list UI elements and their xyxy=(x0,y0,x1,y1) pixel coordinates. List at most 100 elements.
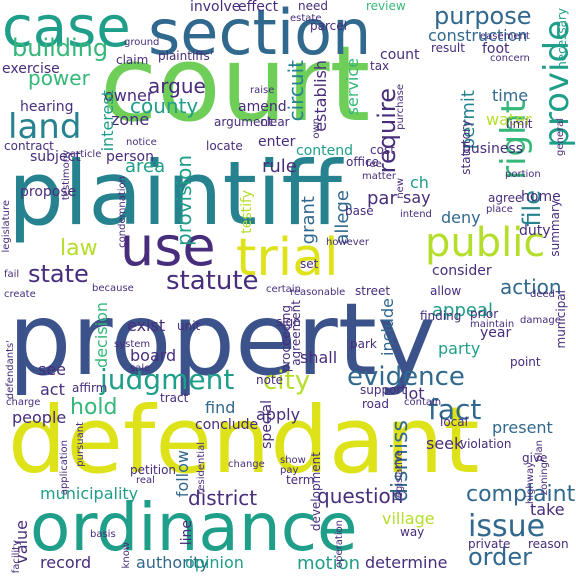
word-need: need xyxy=(298,0,328,13)
word-act: act xyxy=(40,380,65,399)
word-contend: contend xyxy=(296,143,353,159)
word-determine: determine xyxy=(365,553,448,572)
word-hearing: hearing xyxy=(20,99,74,115)
word-record: record xyxy=(40,553,92,572)
word-charge: charge xyxy=(6,397,41,408)
word-result: result xyxy=(431,41,465,55)
word-necessary: necessary xyxy=(555,8,569,69)
word-say: say xyxy=(403,188,431,207)
word-legislature: legislature xyxy=(1,200,12,253)
word-appeal: appeal xyxy=(432,300,493,321)
word-ordinance: ordinance xyxy=(30,489,358,566)
word-lot: lot xyxy=(404,384,425,403)
word-trial: trial xyxy=(236,228,339,288)
word-plaintiffs: plaintiffs' xyxy=(158,49,214,63)
word-business: business xyxy=(462,141,524,157)
word-real: real xyxy=(136,475,155,486)
word-zone: zone xyxy=(111,110,150,129)
word-set: set xyxy=(300,257,319,271)
word-pay: pay xyxy=(280,465,299,476)
word-locate: locate xyxy=(206,139,243,153)
word-board: board xyxy=(130,346,177,365)
word-duty: duty xyxy=(519,223,551,239)
word-county: county xyxy=(130,94,199,118)
word-argument: argument xyxy=(214,115,273,129)
word-office: office xyxy=(346,155,379,169)
word-application: application xyxy=(59,440,70,496)
word-present: present xyxy=(492,418,553,437)
word-allow: allow xyxy=(430,284,462,298)
word-area: area xyxy=(125,156,166,177)
word-authority: authority xyxy=(136,553,209,572)
word-reason: reason xyxy=(528,537,569,551)
word-count: count xyxy=(380,47,420,63)
word-condemnation: condemnation xyxy=(117,176,128,248)
word-time: time xyxy=(492,86,529,105)
word-easement: easement xyxy=(480,31,530,42)
word-estate: estate xyxy=(290,13,322,24)
word-petition: petition xyxy=(130,463,177,477)
word-fail: fail xyxy=(4,269,20,280)
word-unit: unit xyxy=(177,319,201,333)
word-reasonable: reasonable xyxy=(290,287,346,298)
word-district: district xyxy=(188,486,258,510)
word-par: par xyxy=(367,188,397,209)
word-interest: interest xyxy=(98,90,117,152)
word-place: place xyxy=(486,204,513,215)
word-base: base xyxy=(345,204,374,218)
word-tract: tract xyxy=(160,391,189,405)
word-find: find xyxy=(205,398,236,417)
word-statutory: statutory xyxy=(459,120,473,175)
word-order: order xyxy=(468,543,532,571)
word-fact: fact xyxy=(428,393,482,426)
word-ch: ch xyxy=(410,173,429,192)
word-grant: grant xyxy=(298,196,319,245)
word-contract: contract xyxy=(4,139,54,153)
word-enter: enter xyxy=(258,134,296,150)
word-prior: prior xyxy=(470,307,499,321)
word-new: new xyxy=(395,178,406,199)
word-give: give xyxy=(522,451,548,465)
word-seek: seek xyxy=(426,434,464,453)
word-effect: effect xyxy=(238,0,279,15)
word-residential: residential xyxy=(196,442,207,495)
word-circuit: circuit xyxy=(284,60,308,122)
word-section: section xyxy=(148,0,372,69)
word-testify: testify xyxy=(239,190,255,234)
word-fee: fee xyxy=(366,159,382,170)
word-facility: facility xyxy=(11,540,22,574)
word-review: review xyxy=(366,0,406,13)
word-amend: amend xyxy=(238,99,287,115)
word-special: special xyxy=(259,400,275,449)
word-motion: motion xyxy=(297,553,361,574)
word-pursuant: pursuant xyxy=(75,422,86,467)
word-private: private xyxy=(468,537,511,551)
word-agreement: agreement xyxy=(289,300,303,366)
word-road: road xyxy=(362,397,389,411)
word-water: water xyxy=(486,110,532,129)
word-line: line xyxy=(179,520,195,546)
word-decision: decision xyxy=(92,302,111,368)
word-damage: damage xyxy=(520,315,561,326)
word-contain: contain xyxy=(404,397,442,408)
word-statute: statute xyxy=(166,266,259,296)
word-article: article xyxy=(70,149,102,160)
word-system: system xyxy=(114,339,151,350)
word-plaintiff: plaintiff xyxy=(8,142,343,245)
word-purpose: purpose xyxy=(434,2,532,30)
word-violation: violation xyxy=(460,437,512,451)
word-plan: plan xyxy=(534,440,545,462)
word-power: power xyxy=(28,66,90,90)
word-general: general xyxy=(555,118,566,157)
word-local: local xyxy=(440,415,468,429)
word-intend: intend xyxy=(400,209,432,220)
word-own: own xyxy=(311,118,322,139)
word-shall: shall xyxy=(300,348,338,367)
word-court: court xyxy=(100,23,371,145)
word-person: person xyxy=(106,149,154,165)
word-hold: hold xyxy=(70,395,118,420)
word-point: point xyxy=(510,355,541,369)
word-follow: follow xyxy=(173,450,192,498)
word-exercise: exercise xyxy=(2,61,60,77)
word-action: action xyxy=(500,275,562,299)
